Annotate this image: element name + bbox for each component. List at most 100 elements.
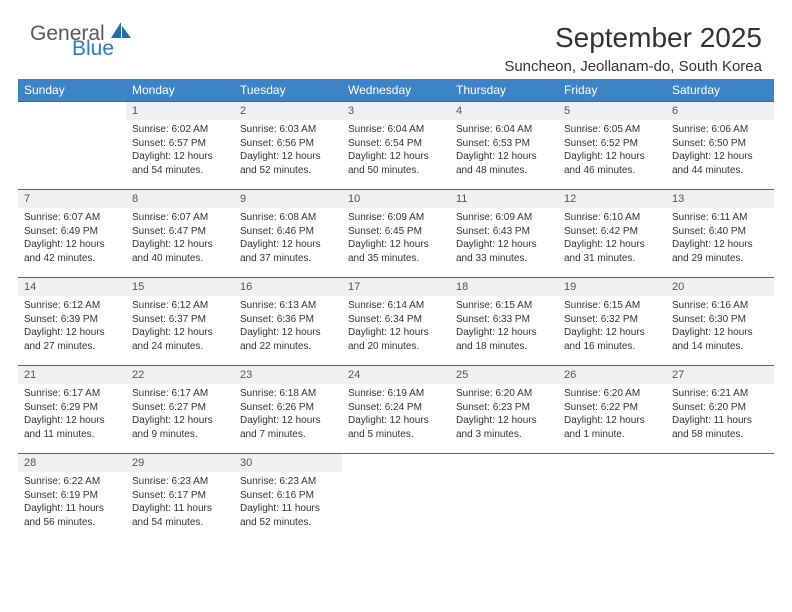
day-number: [558, 454, 666, 460]
weekday-header: Wednesday: [342, 79, 450, 102]
day-details: Sunrise: 6:07 AMSunset: 6:49 PMDaylight:…: [18, 208, 126, 271]
calendar-day-cell: 21Sunrise: 6:17 AMSunset: 6:29 PMDayligh…: [18, 366, 126, 454]
daylight-text: Daylight: 11 hours and 58 minutes.: [672, 414, 768, 441]
daylight-text: Daylight: 12 hours and 52 minutes.: [240, 150, 336, 177]
calendar-day-cell: 13Sunrise: 6:11 AMSunset: 6:40 PMDayligh…: [666, 190, 774, 278]
daylight-text: Daylight: 12 hours and 50 minutes.: [348, 150, 444, 177]
calendar-week-row: 7Sunrise: 6:07 AMSunset: 6:49 PMDaylight…: [18, 190, 774, 278]
day-details: Sunrise: 6:11 AMSunset: 6:40 PMDaylight:…: [666, 208, 774, 271]
day-details: Sunrise: 6:14 AMSunset: 6:34 PMDaylight:…: [342, 296, 450, 359]
sunrise-text: Sunrise: 6:18 AM: [240, 387, 336, 401]
sunset-text: Sunset: 6:54 PM: [348, 137, 444, 151]
daylight-text: Daylight: 11 hours and 54 minutes.: [132, 502, 228, 529]
day-number: 16: [234, 278, 342, 296]
daylight-text: Daylight: 12 hours and 18 minutes.: [456, 326, 552, 353]
day-details: Sunrise: 6:04 AMSunset: 6:53 PMDaylight:…: [450, 120, 558, 183]
day-number: [342, 454, 450, 460]
sunrise-text: Sunrise: 6:20 AM: [564, 387, 660, 401]
day-number: 14: [18, 278, 126, 296]
daylight-text: Daylight: 12 hours and 44 minutes.: [672, 150, 768, 177]
day-number: 26: [558, 366, 666, 384]
day-details: Sunrise: 6:20 AMSunset: 6:23 PMDaylight:…: [450, 384, 558, 447]
daylight-text: Daylight: 12 hours and 16 minutes.: [564, 326, 660, 353]
sunset-text: Sunset: 6:32 PM: [564, 313, 660, 327]
sunset-text: Sunset: 6:16 PM: [240, 489, 336, 503]
day-number: 13: [666, 190, 774, 208]
day-number: 2: [234, 102, 342, 120]
calendar-day-cell: 15Sunrise: 6:12 AMSunset: 6:37 PMDayligh…: [126, 278, 234, 366]
day-details: Sunrise: 6:04 AMSunset: 6:54 PMDaylight:…: [342, 120, 450, 183]
day-details: Sunrise: 6:02 AMSunset: 6:57 PMDaylight:…: [126, 120, 234, 183]
daylight-text: Daylight: 12 hours and 40 minutes.: [132, 238, 228, 265]
day-number: 4: [450, 102, 558, 120]
weekday-header: Friday: [558, 79, 666, 102]
day-details: Sunrise: 6:10 AMSunset: 6:42 PMDaylight:…: [558, 208, 666, 271]
daylight-text: Daylight: 12 hours and 29 minutes.: [672, 238, 768, 265]
day-details: Sunrise: 6:05 AMSunset: 6:52 PMDaylight:…: [558, 120, 666, 183]
calendar-day-cell: 16Sunrise: 6:13 AMSunset: 6:36 PMDayligh…: [234, 278, 342, 366]
day-number: 9: [234, 190, 342, 208]
weekday-header: Thursday: [450, 79, 558, 102]
calendar-week-row: 14Sunrise: 6:12 AMSunset: 6:39 PMDayligh…: [18, 278, 774, 366]
day-details: Sunrise: 6:12 AMSunset: 6:39 PMDaylight:…: [18, 296, 126, 359]
calendar-day-cell: 1Sunrise: 6:02 AMSunset: 6:57 PMDaylight…: [126, 102, 234, 190]
sunset-text: Sunset: 6:47 PM: [132, 225, 228, 239]
calendar-week-row: 21Sunrise: 6:17 AMSunset: 6:29 PMDayligh…: [18, 366, 774, 454]
sunset-text: Sunset: 6:42 PM: [564, 225, 660, 239]
calendar-day-cell: 18Sunrise: 6:15 AMSunset: 6:33 PMDayligh…: [450, 278, 558, 366]
daylight-text: Daylight: 12 hours and 5 minutes.: [348, 414, 444, 441]
calendar-day-cell: [18, 102, 126, 190]
sunset-text: Sunset: 6:22 PM: [564, 401, 660, 415]
day-number: 12: [558, 190, 666, 208]
calendar-day-cell: [666, 454, 774, 542]
daylight-text: Daylight: 12 hours and 9 minutes.: [132, 414, 228, 441]
day-number: 11: [450, 190, 558, 208]
calendar-day-cell: 12Sunrise: 6:10 AMSunset: 6:42 PMDayligh…: [558, 190, 666, 278]
weekday-header: Sunday: [18, 79, 126, 102]
calendar-day-cell: 10Sunrise: 6:09 AMSunset: 6:45 PMDayligh…: [342, 190, 450, 278]
calendar-day-cell: 9Sunrise: 6:08 AMSunset: 6:46 PMDaylight…: [234, 190, 342, 278]
day-number: 3: [342, 102, 450, 120]
day-details: Sunrise: 6:21 AMSunset: 6:20 PMDaylight:…: [666, 384, 774, 447]
day-number: 20: [666, 278, 774, 296]
day-details: Sunrise: 6:12 AMSunset: 6:37 PMDaylight:…: [126, 296, 234, 359]
sunset-text: Sunset: 6:29 PM: [24, 401, 120, 415]
calendar-day-cell: 7Sunrise: 6:07 AMSunset: 6:49 PMDaylight…: [18, 190, 126, 278]
day-details: Sunrise: 6:15 AMSunset: 6:32 PMDaylight:…: [558, 296, 666, 359]
sunset-text: Sunset: 6:26 PM: [240, 401, 336, 415]
sunrise-text: Sunrise: 6:12 AM: [132, 299, 228, 313]
calendar-day-cell: 5Sunrise: 6:05 AMSunset: 6:52 PMDaylight…: [558, 102, 666, 190]
sunset-text: Sunset: 6:52 PM: [564, 137, 660, 151]
day-number: 22: [126, 366, 234, 384]
sunset-text: Sunset: 6:37 PM: [132, 313, 228, 327]
sunset-text: Sunset: 6:45 PM: [348, 225, 444, 239]
day-number: 19: [558, 278, 666, 296]
sunset-text: Sunset: 6:53 PM: [456, 137, 552, 151]
day-number: 27: [666, 366, 774, 384]
daylight-text: Daylight: 12 hours and 20 minutes.: [348, 326, 444, 353]
day-number: 30: [234, 454, 342, 472]
title-block: September 2025 Suncheon, Jeollanam-do, S…: [504, 22, 762, 75]
sunset-text: Sunset: 6:19 PM: [24, 489, 120, 503]
brand-word2: Blue: [72, 38, 133, 59]
sunset-text: Sunset: 6:17 PM: [132, 489, 228, 503]
day-number: 15: [126, 278, 234, 296]
calendar-day-cell: 27Sunrise: 6:21 AMSunset: 6:20 PMDayligh…: [666, 366, 774, 454]
calendar-day-cell: 2Sunrise: 6:03 AMSunset: 6:56 PMDaylight…: [234, 102, 342, 190]
day-details: Sunrise: 6:07 AMSunset: 6:47 PMDaylight:…: [126, 208, 234, 271]
calendar-day-cell: 23Sunrise: 6:18 AMSunset: 6:26 PMDayligh…: [234, 366, 342, 454]
calendar-day-cell: 24Sunrise: 6:19 AMSunset: 6:24 PMDayligh…: [342, 366, 450, 454]
calendar-day-cell: [558, 454, 666, 542]
sunset-text: Sunset: 6:20 PM: [672, 401, 768, 415]
sunrise-text: Sunrise: 6:22 AM: [24, 475, 120, 489]
brand-logo: General Blue: [30, 22, 133, 59]
daylight-text: Daylight: 12 hours and 42 minutes.: [24, 238, 120, 265]
daylight-text: Daylight: 11 hours and 52 minutes.: [240, 502, 336, 529]
calendar-day-cell: 3Sunrise: 6:04 AMSunset: 6:54 PMDaylight…: [342, 102, 450, 190]
day-number: 23: [234, 366, 342, 384]
sunrise-text: Sunrise: 6:11 AM: [672, 211, 768, 225]
day-details: Sunrise: 6:17 AMSunset: 6:27 PMDaylight:…: [126, 384, 234, 447]
calendar-day-cell: 8Sunrise: 6:07 AMSunset: 6:47 PMDaylight…: [126, 190, 234, 278]
sunrise-text: Sunrise: 6:04 AM: [348, 123, 444, 137]
day-details: Sunrise: 6:15 AMSunset: 6:33 PMDaylight:…: [450, 296, 558, 359]
